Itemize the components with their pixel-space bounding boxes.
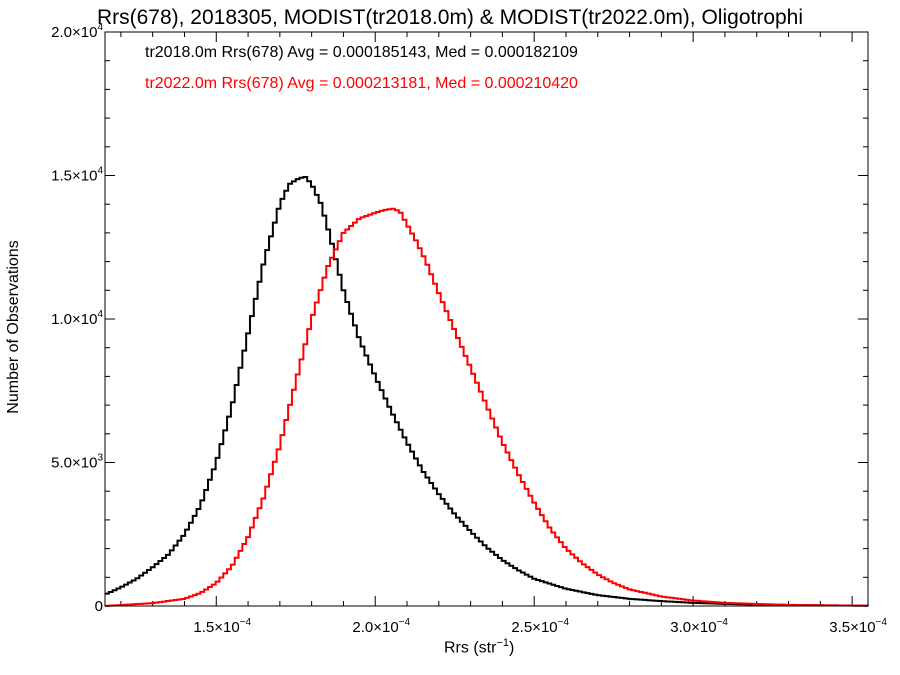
y-tick-label: 1.0×104	[51, 309, 103, 328]
x-tick-label: 1.5×10−4	[193, 617, 251, 636]
y-tick-label: 2.0×104	[51, 22, 103, 41]
series-group	[105, 175, 869, 607]
x-tick-label: 3.5×10−4	[829, 617, 887, 636]
axis-ticks: 1.5×10−4 2.0×10−4 2.5×10−4 3.0×10−4 3.5×10−4…	[51, 22, 887, 636]
y-tick-label: 0	[95, 598, 103, 615]
x-tick-label: 2.5×10−4	[511, 617, 569, 636]
x-axis-label-base: Rrs (str	[444, 639, 497, 657]
chart-title: Rrs(678), 2018305, MODIST(tr2018.0m) & M…	[96, 6, 804, 29]
x-axis-label-close: )	[508, 639, 515, 657]
plot-frame	[104, 31, 869, 607]
x-axis-label: Rrs (str−1)	[444, 637, 514, 657]
y-tick-label: 5.0×103	[51, 453, 103, 472]
y-tick-label: 1.5×104	[51, 166, 103, 185]
series-line-1	[105, 175, 869, 607]
x-axis-label-exponent: −1	[496, 637, 509, 649]
x-tick-label: 2.0×10−4	[352, 617, 410, 636]
legend-entry-2: tr2022.0m Rrs(678) Avg = 0.000213181, Me…	[145, 75, 578, 92]
y-axis-label: Number of Observations	[5, 240, 22, 414]
x-tick-label: 3.0×10−4	[670, 617, 728, 636]
series-line-2	[105, 207, 869, 607]
legend-entry-1: tr2018.0m Rrs(678) Avg = 0.000185143, Me…	[145, 44, 578, 61]
